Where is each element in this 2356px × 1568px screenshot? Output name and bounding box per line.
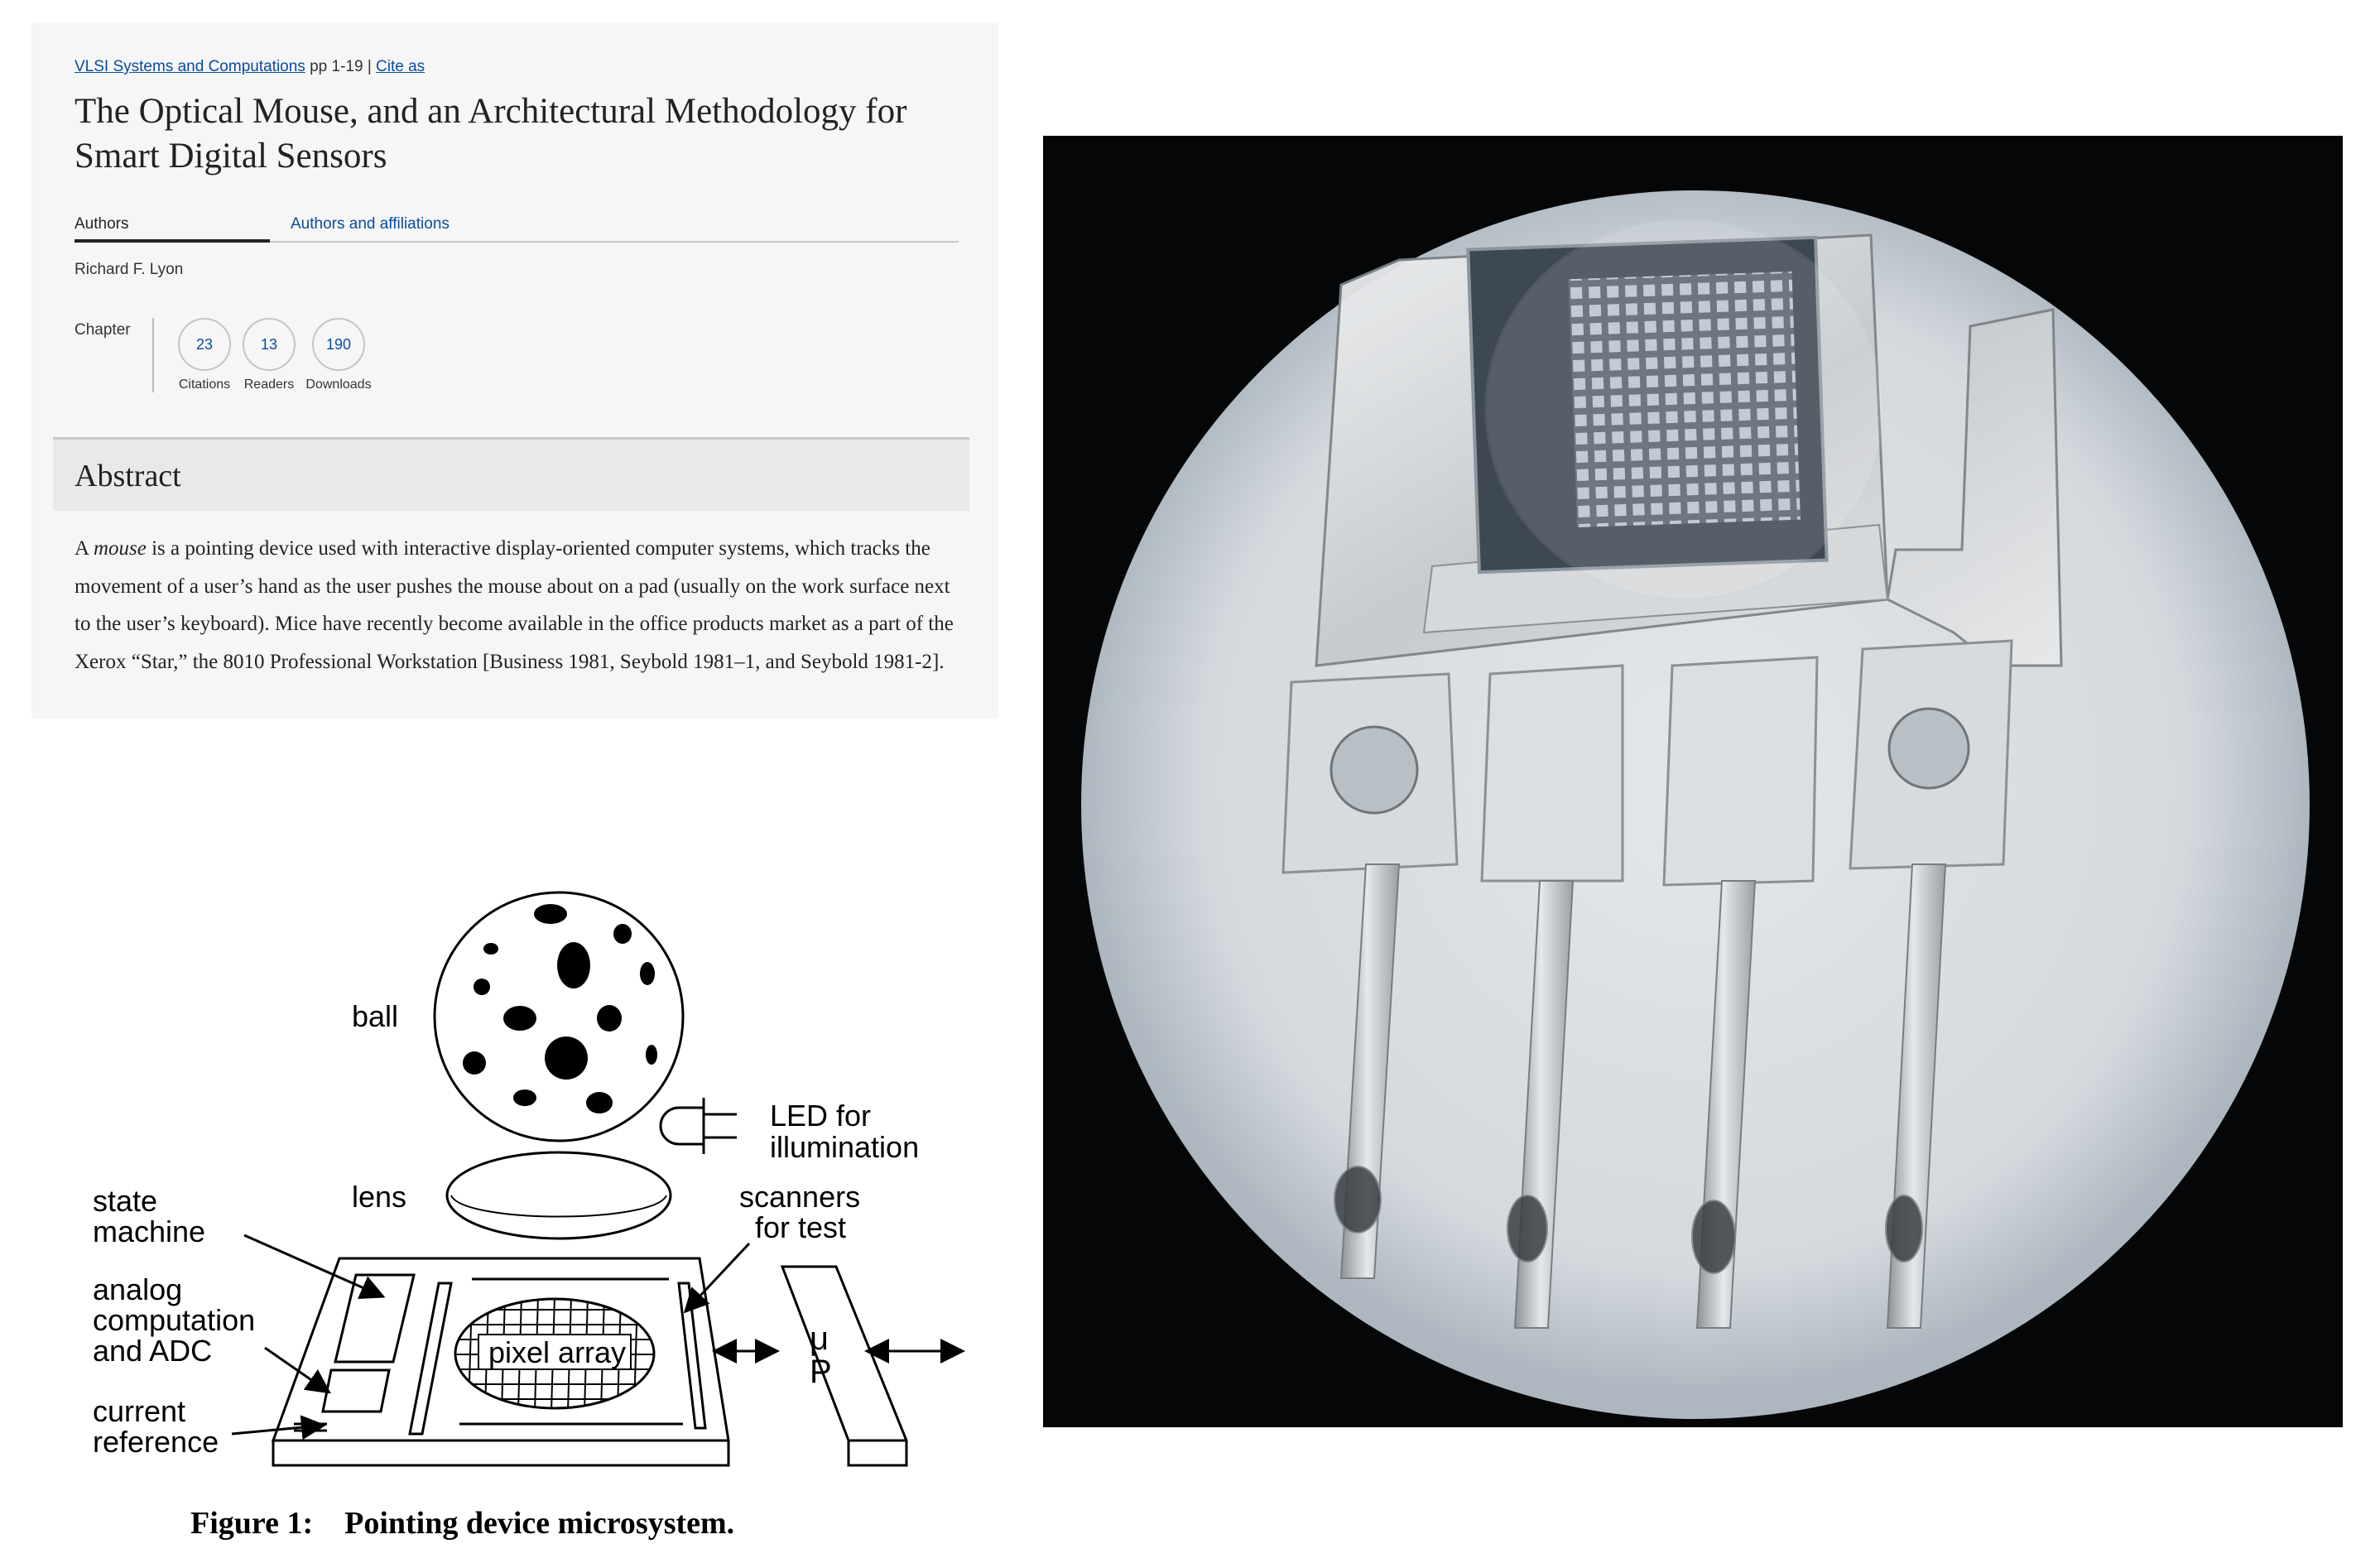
label-p: P [810, 1354, 832, 1390]
label-state-1: state [93, 1184, 157, 1218]
book-meta: VLSI Systems and Computations pp 1-19 | … [75, 58, 425, 76]
abstract-header: Abstract [53, 440, 969, 511]
label-led-1: LED for [770, 1099, 871, 1133]
article-card: VLSI Systems and Computations pp 1-19 | … [31, 23, 998, 719]
label-pixel-array: pixel array [488, 1335, 626, 1369]
tab-authors-and-affiliations[interactable]: Authors and affiliations [291, 215, 450, 233]
figure-diagram: ball LED for illumination lens state mac… [75, 878, 993, 1556]
book-link[interactable]: VLSI Systems and Computations [75, 58, 305, 75]
label-led-2: illumination [770, 1130, 919, 1164]
lens [447, 1152, 671, 1239]
led [661, 1098, 737, 1154]
figure-caption: Figure 1: Pointing device microsystem. [190, 1505, 734, 1542]
tab-authors[interactable]: Authors [75, 215, 128, 233]
page-range: pp 1-19 [310, 58, 363, 75]
label-ball: ball [352, 999, 398, 1033]
abstract-emphasis: mouse [94, 537, 147, 560]
chip-microscope-photo [1043, 136, 2343, 1427]
active-tab-indicator [75, 239, 270, 243]
label-current-1: current [93, 1394, 185, 1428]
microprocessor [782, 1267, 906, 1465]
label-scanners-2: for test [755, 1210, 846, 1244]
downloads-label: Downloads [293, 378, 384, 392]
chapter-label: Chapter [75, 321, 131, 339]
label-mu: μ [810, 1320, 829, 1357]
photo-illustration [1043, 136, 2343, 1427]
abstract-prefix: A [75, 537, 94, 560]
label-analog-2: computation [93, 1303, 255, 1337]
readers-count: 13 [243, 318, 296, 371]
metric-downloads[interactable]: 190 Downloads [293, 318, 384, 392]
abstract-heading: Abstract [75, 458, 181, 494]
label-state-2: machine [93, 1214, 205, 1248]
downloads-count: 190 [312, 318, 365, 371]
abstract-body: is a pointing device used with interacti… [75, 537, 954, 673]
label-analog-1: analog [93, 1272, 182, 1306]
chapter-title: The Optical Mouse, and an Architectural … [75, 89, 969, 179]
sensor-die [1468, 219, 1883, 599]
ball [435, 892, 683, 1141]
abstract-text: A mouse is a pointing device used with i… [75, 530, 969, 681]
microsystem-diagram: ball LED for illumination lens state mac… [75, 878, 993, 1507]
label-current-2: reference [93, 1425, 219, 1459]
label-analog-3: and ADC [93, 1334, 212, 1368]
label-scanners-1: scanners [739, 1180, 860, 1214]
label-lens: lens [352, 1180, 406, 1214]
author-name[interactable]: Richard F. Lyon [75, 261, 183, 279]
cite-as-link[interactable]: Cite as [376, 58, 425, 75]
meta-separator: | [368, 58, 372, 75]
chapter-divider [152, 318, 154, 392]
